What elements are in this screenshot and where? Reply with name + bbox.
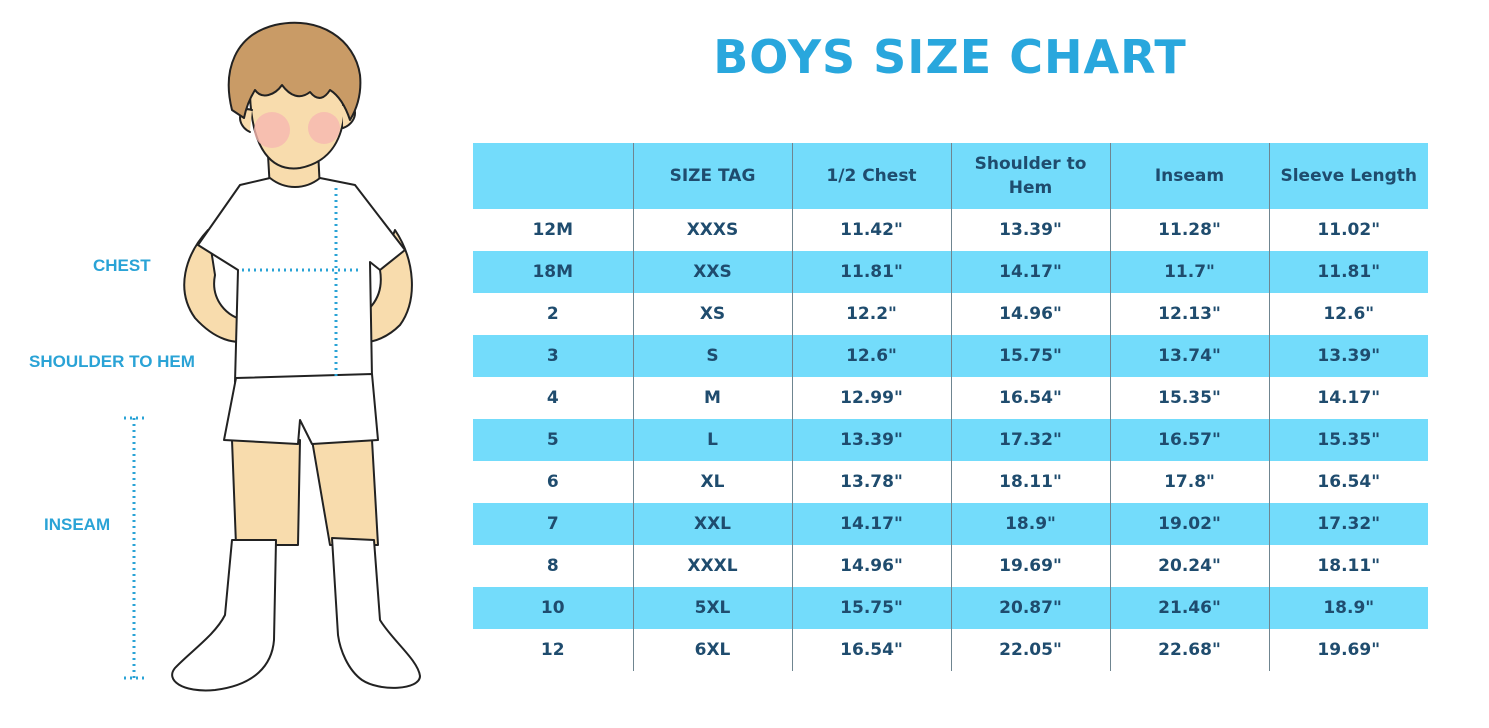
cell-half-chest: 12.6" [791,335,951,377]
cell-shoulder-to-hem: 13.39" [950,209,1110,251]
cell-half-chest: 13.78" [791,461,951,503]
cell-sleeve-length: 14.17" [1268,377,1428,419]
table-header-row: SIZE TAG 1/2 Chest Shoulder to Hem Insea… [473,143,1428,209]
cell-sleeve-length: 11.81" [1268,251,1428,293]
cell-age: 2 [473,293,633,335]
header-sleeve-length: Sleeve Length [1268,143,1428,209]
table-row: 12M XXXS 11.42" 13.39" 11.28" 11.02" [473,209,1428,251]
cell-age: 6 [473,461,633,503]
cell-age: 4 [473,377,633,419]
cell-sleeve-length: 18.9" [1268,587,1428,629]
cell-age: 12 [473,629,633,671]
cell-sleeve-length: 13.39" [1268,335,1428,377]
cell-sleeve-length: 18.11" [1268,545,1428,587]
cell-half-chest: 12.2" [791,293,951,335]
table-row: 5 L 13.39" 17.32" 16.57" 15.35" [473,419,1428,461]
cell-sleeve-length: 15.35" [1268,419,1428,461]
cell-sleeve-length: 17.32" [1268,503,1428,545]
cell-size-tag: XXXS [632,209,792,251]
cell-inseam: 13.74" [1109,335,1269,377]
size-chart-table: SIZE TAG 1/2 Chest Shoulder to Hem Insea… [473,143,1428,671]
cell-inseam: 22.68" [1109,629,1269,671]
header-shoulder-to-hem: Shoulder to Hem [950,143,1110,209]
cell-half-chest: 14.17" [791,503,951,545]
cell-half-chest: 14.96" [791,545,951,587]
cell-size-tag: XL [632,461,792,503]
cell-sleeve-length: 12.6" [1268,293,1428,335]
cell-size-tag: 5XL [632,587,792,629]
table-row: 7 XXL 14.17" 18.9" 19.02" 17.32" [473,503,1428,545]
cell-inseam: 12.13" [1109,293,1269,335]
boy-figure-illustration [124,21,421,692]
table-row: 6 XL 13.78" 18.11" 17.8" 16.54" [473,461,1428,503]
cell-half-chest: 11.42" [791,209,951,251]
cell-age: 8 [473,545,633,587]
cell-size-tag: 6XL [632,629,792,671]
table-row: 8 XXXL 14.96" 19.69" 20.24" 18.11" [473,545,1428,587]
shoulder-to-hem-label: SHOULDER TO HEM [29,352,195,371]
cell-age: 5 [473,419,633,461]
cell-age: 18M [473,251,633,293]
cell-size-tag: S [632,335,792,377]
table-row: 3 S 12.6" 15.75" 13.74" 13.39" [473,335,1428,377]
cell-half-chest: 11.81" [791,251,951,293]
cell-shoulder-to-hem: 17.32" [950,419,1110,461]
table-row: 2 XS 12.2" 14.96" 12.13" 12.6" [473,293,1428,335]
cell-shoulder-to-hem: 14.96" [950,293,1110,335]
cell-sleeve-length: 11.02" [1268,209,1428,251]
cell-shoulder-to-hem: 16.54" [950,377,1110,419]
cell-age: 3 [473,335,633,377]
chest-label: CHEST [93,256,151,275]
cell-size-tag: XXS [632,251,792,293]
cell-size-tag: XXL [632,503,792,545]
cell-size-tag: M [632,377,792,419]
header-inseam: Inseam [1109,143,1269,209]
cell-shoulder-to-hem: 22.05" [950,629,1110,671]
cell-inseam: 20.24" [1109,545,1269,587]
cell-half-chest: 16.54" [791,629,951,671]
cell-shoulder-to-hem: 20.87" [950,587,1110,629]
cell-half-chest: 13.39" [791,419,951,461]
cell-half-chest: 15.75" [791,587,951,629]
cell-age: 12M [473,209,633,251]
cell-inseam: 16.57" [1109,419,1269,461]
inseam-label: INSEAM [44,515,111,534]
table-row: 4 M 12.99" 16.54" 15.35" 14.17" [473,377,1428,419]
cell-age: 7 [473,503,633,545]
table-row: 12 6XL 16.54" 22.05" 22.68" 19.69" [473,629,1428,671]
cell-inseam: 19.02" [1109,503,1269,545]
cell-age: 10 [473,587,633,629]
header-age [473,143,633,209]
cell-sleeve-length: 19.69" [1268,629,1428,671]
cell-sleeve-length: 16.54" [1268,461,1428,503]
header-half-chest: 1/2 Chest [791,143,951,209]
header-size-tag: SIZE TAG [632,143,792,209]
size-table-body: 12M XXXS 11.42" 13.39" 11.28" 11.02" 18M XXS 11.… [473,209,1428,671]
cell-half-chest: 12.99" [791,377,951,419]
cell-inseam: 11.7" [1109,251,1269,293]
cell-inseam: 21.46" [1109,587,1269,629]
cell-shoulder-to-hem: 14.17" [950,251,1110,293]
cell-inseam: 17.8" [1109,461,1269,503]
table-row: 10 5XL 15.75" 20.87" 21.46" 18.9" [473,587,1428,629]
cell-inseam: 15.35" [1109,377,1269,419]
cell-size-tag: XXXL [632,545,792,587]
cell-size-tag: XS [632,293,792,335]
cell-size-tag: L [632,419,792,461]
cell-shoulder-to-hem: 19.69" [950,545,1110,587]
cell-shoulder-to-hem: 15.75" [950,335,1110,377]
page-title: BOYS SIZE CHART [713,30,1187,84]
cell-shoulder-to-hem: 18.11" [950,461,1110,503]
table-row: 18M XXS 11.81" 14.17" 11.7" 11.81" [473,251,1428,293]
cell-shoulder-to-hem: 18.9" [950,503,1110,545]
cell-inseam: 11.28" [1109,209,1269,251]
